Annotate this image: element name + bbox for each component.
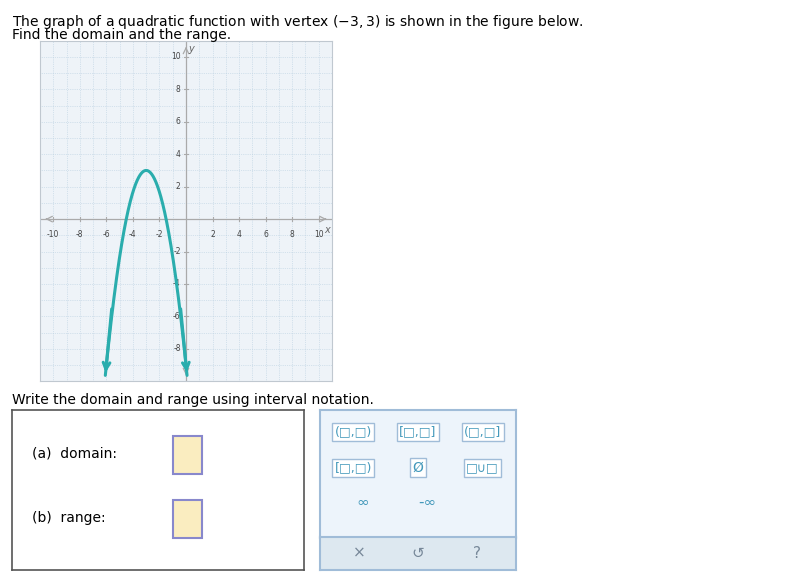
Text: [□,□]: [□,□]	[399, 425, 437, 439]
Text: The graph of a quadratic function with vertex $(-3, 3)$ is shown in the figure b: The graph of a quadratic function with v…	[12, 13, 584, 31]
Text: (□,□]: (□,□]	[464, 425, 502, 439]
Text: -2: -2	[156, 230, 163, 239]
Text: (a)  domain:: (a) domain:	[33, 446, 118, 460]
Text: 8: 8	[290, 230, 294, 239]
Text: -6: -6	[102, 230, 110, 239]
Text: -8: -8	[76, 230, 83, 239]
Text: -4: -4	[173, 279, 181, 289]
Text: ∞: ∞	[357, 495, 370, 510]
Text: ?: ?	[473, 546, 481, 561]
Text: 4: 4	[176, 150, 181, 159]
Text: 10: 10	[171, 52, 181, 62]
Text: Find the domain and the range.: Find the domain and the range.	[12, 28, 231, 42]
Text: 2: 2	[210, 230, 215, 239]
Text: ↺: ↺	[412, 546, 424, 561]
Text: [□,□): [□,□)	[334, 462, 372, 474]
Text: 2: 2	[176, 182, 181, 191]
Text: 10: 10	[314, 230, 323, 239]
Text: ×: ×	[353, 546, 366, 561]
Text: 4: 4	[237, 230, 242, 239]
FancyBboxPatch shape	[173, 436, 202, 474]
Text: -4: -4	[129, 230, 137, 239]
Text: (□,□): (□,□)	[334, 425, 372, 439]
FancyBboxPatch shape	[173, 500, 202, 538]
Text: -8: -8	[173, 345, 181, 353]
Text: 8: 8	[176, 85, 181, 94]
Text: x: x	[324, 225, 330, 235]
Text: -∞: -∞	[418, 495, 437, 510]
Text: 6: 6	[176, 118, 181, 126]
Text: -6: -6	[173, 312, 181, 321]
Text: Ø: Ø	[413, 461, 423, 475]
Text: □∪□: □∪□	[466, 462, 499, 474]
Text: y: y	[188, 44, 194, 54]
Text: -10: -10	[47, 230, 59, 239]
Text: 6: 6	[263, 230, 268, 239]
Text: -2: -2	[173, 247, 181, 256]
Text: Write the domain and range using interval notation.: Write the domain and range using interva…	[12, 393, 374, 407]
Text: (b)  range:: (b) range:	[33, 510, 106, 524]
